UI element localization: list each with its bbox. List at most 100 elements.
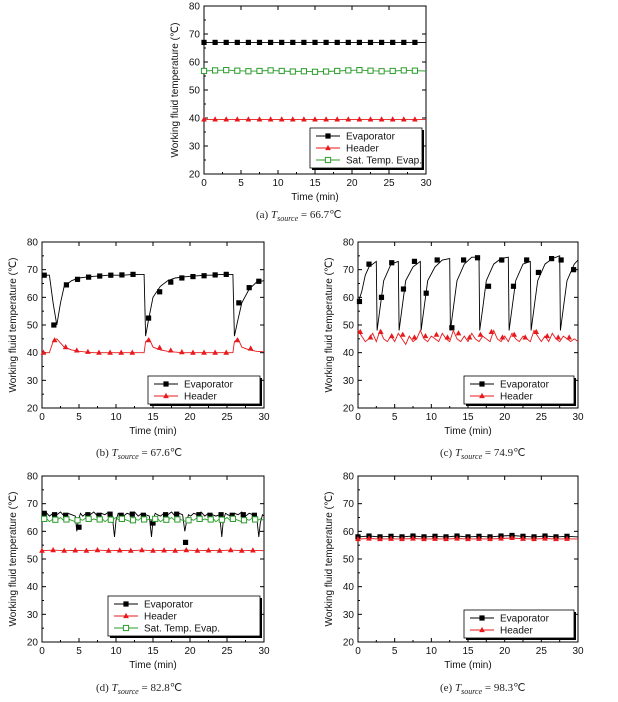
data-point-d-1-18	[238, 547, 245, 553]
y-tick-label-a-6: 80	[189, 2, 201, 13]
data-point-b-0-14	[201, 273, 207, 279]
y-tick-label-b-3: 50	[27, 321, 39, 332]
caption-a-value: = 66.7℃	[300, 209, 342, 221]
series-a-2	[200, 67, 427, 75]
data-point-e-1-17	[542, 535, 548, 541]
series-b-1	[40, 337, 265, 355]
data-point-d-0-14	[196, 512, 202, 518]
data-point-d-1-9	[139, 547, 145, 553]
data-point-d-1-5	[94, 547, 101, 553]
data-point-d-1-11	[161, 547, 167, 553]
legend-label-a-0: Evaporator	[346, 132, 396, 143]
series-c-0	[356, 255, 579, 331]
data-point-a-0-13	[345, 39, 351, 45]
caption-b-symbol: T	[111, 447, 118, 459]
data-point-a-1-9	[301, 116, 307, 122]
x-tick-label-e-0: 0	[355, 646, 361, 657]
data-point-c-0-13	[510, 283, 517, 289]
x-tick-label-c-0: 0	[355, 412, 361, 423]
data-point-c-1-12	[488, 328, 495, 334]
x-tick-label-e-6: 30	[572, 646, 584, 657]
data-point-c-1-16	[533, 328, 540, 334]
legend-marker-c-1	[479, 392, 485, 399]
caption-a-label: (a)	[256, 209, 269, 221]
data-point-a-0-10	[312, 39, 318, 45]
data-point-d-2-16	[218, 516, 225, 523]
x-tick-label-c-6: 30	[572, 412, 584, 423]
data-point-b-0-12	[179, 275, 185, 281]
data-point-e-1-19	[564, 535, 570, 541]
data-point-d-2-6	[107, 516, 114, 523]
data-point-c-0-4	[400, 286, 407, 292]
data-point-d-2-4	[85, 515, 92, 522]
data-point-c-0-8	[449, 325, 455, 331]
data-point-d-1-19	[250, 547, 256, 553]
data-point-a-2-1	[212, 67, 219, 74]
data-point-d-1-4	[83, 547, 90, 553]
x-tick-label-c-5: 25	[536, 412, 548, 423]
data-point-c-1-0	[357, 328, 364, 334]
data-point-a-1-4	[245, 116, 252, 122]
data-point-b-0-11	[168, 279, 174, 285]
series-d-2	[41, 515, 265, 524]
data-point-d-0-12	[174, 511, 180, 517]
legend-label-c-0: Evaporator	[500, 380, 550, 391]
caption-c-value: = 74.9℃	[484, 447, 526, 459]
series-a-1	[201, 116, 426, 122]
data-point-a-0-4	[245, 39, 251, 45]
data-point-a-1-19	[412, 116, 418, 122]
data-point-d-2-19	[252, 516, 259, 523]
x-tick-label-d-5: 25	[221, 646, 233, 657]
data-point-d-0-3	[76, 524, 82, 530]
data-point-b-0-2	[63, 282, 70, 288]
data-point-c-0-6	[423, 290, 429, 296]
data-point-b-0-16	[223, 271, 229, 277]
data-point-c-1-14	[511, 331, 518, 337]
data-point-a-2-13	[345, 67, 352, 74]
x-axis-label-c: Time (min)	[444, 426, 491, 437]
data-point-c-1-19	[566, 334, 573, 340]
data-point-b-1-12	[179, 348, 185, 355]
legend-label-b-1: Header	[184, 392, 217, 403]
data-point-b-1-15	[212, 349, 219, 355]
legend-label-b-0: Evaporator	[184, 380, 234, 391]
caption-a: (a) Tsource = 66.7℃	[256, 208, 341, 223]
caption-c-subscript: source	[461, 452, 483, 462]
legend-marker-c-0	[479, 381, 485, 387]
x-axis-label-d: Time (min)	[129, 660, 176, 671]
data-point-d-0-16	[218, 512, 224, 518]
data-point-b-0-3	[74, 276, 81, 282]
data-point-d-0-1	[51, 512, 58, 518]
series-d-1	[39, 547, 265, 553]
data-point-a-1-0	[201, 116, 207, 122]
chart-e-svg: 0 5 10 15 20 25 30 20 30 40 50 60 70 80 Time (min) Work…	[324, 472, 584, 672]
data-point-c-0-12	[499, 257, 505, 263]
data-point-a-1-13	[345, 116, 352, 122]
data-point-c-1-3	[388, 332, 395, 339]
y-tick-label-a-4: 60	[189, 58, 201, 69]
data-point-c-1-15	[522, 334, 529, 340]
y-tick-label-d-0: 20	[27, 638, 39, 649]
x-tick-label-a-3: 15	[309, 178, 321, 189]
legend-label-e-1: Header	[500, 626, 533, 637]
y-tick-label-e-0: 20	[343, 638, 355, 649]
data-point-b-1-3	[73, 347, 80, 353]
data-point-c-0-1	[366, 261, 372, 267]
data-point-b-0-1	[51, 322, 57, 328]
data-point-e-1-14	[509, 534, 515, 541]
data-point-c-0-18	[571, 267, 577, 273]
chart-panel-a: 0 5 10 15 20 25 30 20 30 40 50 60 70 80 Time (min) Work…	[158, 0, 458, 204]
caption-b-subscript: source	[117, 452, 139, 462]
data-point-c-1-10	[466, 334, 473, 340]
data-point-c-1-5	[411, 334, 418, 340]
chart-b-svg: 0 5 10 15 20 25 30 20 30 40 50 60 70 80 Time (min) Work…	[8, 238, 270, 438]
legend-marker-e-0	[479, 615, 485, 621]
x-axis-label-e: Time (min)	[444, 660, 491, 671]
legend-label-e-0: Evaporator	[500, 614, 550, 625]
y-tick-label-a-2: 40	[189, 114, 201, 125]
chart-panel-d: 0 5 10 15 20 25 30 20 30 40 50 60 70 80 Time (min) Work…	[0, 466, 300, 678]
y-tick-label-b-6: 80	[27, 238, 39, 249]
data-point-a-2-19	[411, 67, 419, 74]
caption-b-label: (b)	[96, 447, 109, 459]
x-tick-label-a-1: 5	[238, 178, 244, 189]
